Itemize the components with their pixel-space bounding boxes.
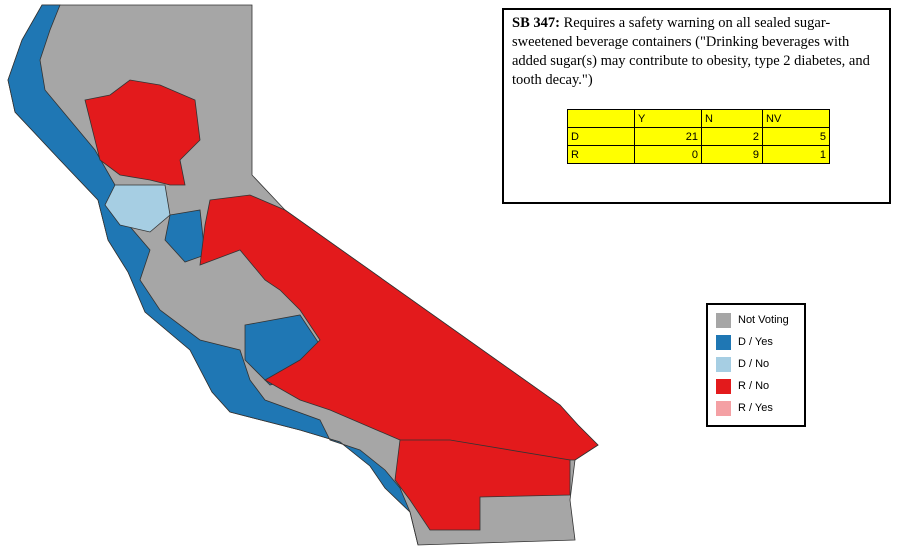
district <box>7 4 419 546</box>
district-map <box>7 4 599 546</box>
legend-label: R / Yes <box>738 402 773 414</box>
legend-label: D / No <box>738 358 770 370</box>
corner-cell <box>567 109 635 128</box>
count-cell: 21 <box>634 127 702 146</box>
party-cell: R <box>567 145 635 164</box>
bill-description: Requires a safety warning on all sealed … <box>512 15 870 88</box>
header-cell: Y <box>634 109 702 128</box>
table-row: D 21 2 5 <box>567 127 830 146</box>
district <box>394 439 571 531</box>
district <box>199 194 599 461</box>
legend-swatch <box>716 356 731 372</box>
district <box>104 184 171 233</box>
legend-swatch <box>716 312 731 328</box>
legend-item: Not Voting <box>716 312 789 328</box>
legend-item: D / No <box>716 356 769 372</box>
info-box: SB 347: Requires a safety warning on all… <box>502 8 891 204</box>
legend-swatch <box>716 378 731 394</box>
district <box>84 79 201 186</box>
legend-item: R / Yes <box>716 400 773 416</box>
header-cell: N <box>701 109 763 128</box>
legend-item: D / Yes <box>716 334 773 350</box>
legend: Not Voting D / Yes D / No R / No R / Yes <box>706 303 806 427</box>
count-cell: 1 <box>762 145 830 164</box>
bill-number: SB 347: <box>512 15 560 31</box>
party-cell: D <box>567 127 635 146</box>
bill-text: SB 347: Requires a safety warning on all… <box>512 14 878 90</box>
header-cell: NV <box>762 109 830 128</box>
count-cell: 2 <box>701 127 763 146</box>
legend-swatch <box>716 400 731 416</box>
legend-label: D / Yes <box>738 336 773 348</box>
count-cell: 5 <box>762 127 830 146</box>
legend-item: R / No <box>716 378 769 394</box>
legend-label: Not Voting <box>738 314 789 326</box>
legend-swatch <box>716 334 731 350</box>
count-cell: 0 <box>634 145 702 164</box>
legend-label: R / No <box>738 380 770 392</box>
count-cell: 9 <box>701 145 763 164</box>
header-row: Y N NV <box>567 109 830 128</box>
district <box>164 209 206 263</box>
